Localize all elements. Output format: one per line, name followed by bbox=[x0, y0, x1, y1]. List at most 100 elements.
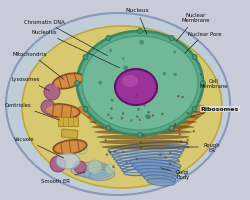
Ellipse shape bbox=[128, 159, 180, 169]
Ellipse shape bbox=[113, 149, 182, 157]
Circle shape bbox=[143, 104, 146, 107]
Ellipse shape bbox=[83, 106, 202, 119]
Ellipse shape bbox=[109, 143, 186, 152]
Ellipse shape bbox=[44, 104, 80, 119]
Circle shape bbox=[191, 107, 196, 112]
Ellipse shape bbox=[84, 110, 201, 115]
Circle shape bbox=[144, 115, 149, 119]
Circle shape bbox=[177, 160, 179, 163]
Text: Vacuole: Vacuole bbox=[14, 137, 63, 158]
Circle shape bbox=[160, 113, 163, 116]
Circle shape bbox=[74, 81, 79, 86]
Ellipse shape bbox=[82, 37, 197, 130]
Circle shape bbox=[158, 154, 161, 156]
Ellipse shape bbox=[55, 141, 84, 153]
Circle shape bbox=[82, 107, 87, 112]
Bar bbox=[61, 129, 78, 139]
Circle shape bbox=[135, 95, 137, 97]
Circle shape bbox=[107, 114, 109, 116]
Ellipse shape bbox=[56, 153, 80, 169]
Circle shape bbox=[134, 70, 138, 73]
Ellipse shape bbox=[6, 14, 229, 195]
Ellipse shape bbox=[86, 115, 199, 120]
Circle shape bbox=[139, 141, 141, 144]
Circle shape bbox=[168, 126, 173, 131]
Text: Golgi
Body: Golgi Body bbox=[160, 168, 189, 180]
Circle shape bbox=[147, 111, 149, 114]
Ellipse shape bbox=[111, 146, 184, 155]
Circle shape bbox=[139, 41, 143, 45]
Ellipse shape bbox=[54, 75, 81, 88]
Ellipse shape bbox=[138, 169, 177, 178]
Text: Ribosomes: Ribosomes bbox=[190, 107, 238, 117]
Circle shape bbox=[186, 139, 188, 142]
Circle shape bbox=[178, 129, 180, 131]
Ellipse shape bbox=[122, 164, 172, 172]
Circle shape bbox=[168, 152, 171, 154]
Ellipse shape bbox=[89, 120, 196, 125]
Ellipse shape bbox=[114, 70, 156, 105]
Circle shape bbox=[200, 81, 205, 86]
Ellipse shape bbox=[46, 106, 78, 117]
Text: Smooth ER: Smooth ER bbox=[40, 172, 85, 184]
Circle shape bbox=[136, 116, 138, 118]
Ellipse shape bbox=[83, 167, 112, 179]
Text: Chromatin DNA: Chromatin DNA bbox=[24, 19, 107, 56]
Ellipse shape bbox=[85, 107, 200, 121]
Circle shape bbox=[82, 55, 87, 60]
Circle shape bbox=[50, 156, 66, 172]
Text: Centrioles: Centrioles bbox=[4, 103, 59, 120]
Circle shape bbox=[88, 160, 102, 174]
Circle shape bbox=[104, 164, 115, 174]
Circle shape bbox=[191, 55, 196, 60]
Ellipse shape bbox=[98, 140, 186, 145]
Ellipse shape bbox=[124, 168, 170, 175]
Circle shape bbox=[136, 76, 141, 81]
Text: Nuclear Pore: Nuclear Pore bbox=[184, 31, 221, 54]
Text: Rough
ER: Rough ER bbox=[182, 142, 220, 153]
Circle shape bbox=[122, 58, 124, 61]
Circle shape bbox=[176, 96, 179, 98]
Circle shape bbox=[138, 119, 140, 121]
Circle shape bbox=[125, 161, 128, 164]
Circle shape bbox=[192, 130, 194, 133]
Ellipse shape bbox=[91, 110, 194, 127]
Ellipse shape bbox=[120, 161, 174, 169]
Circle shape bbox=[186, 146, 188, 149]
Ellipse shape bbox=[115, 152, 180, 160]
Ellipse shape bbox=[144, 175, 175, 183]
Circle shape bbox=[135, 158, 137, 160]
Ellipse shape bbox=[77, 165, 110, 178]
Circle shape bbox=[137, 133, 142, 138]
Ellipse shape bbox=[79, 103, 206, 115]
Ellipse shape bbox=[132, 162, 179, 172]
Circle shape bbox=[185, 142, 187, 144]
Circle shape bbox=[120, 117, 122, 120]
Circle shape bbox=[181, 96, 183, 99]
Ellipse shape bbox=[81, 105, 204, 117]
Circle shape bbox=[139, 147, 141, 149]
Ellipse shape bbox=[91, 125, 194, 130]
Text: Nuclear
Membrane: Nuclear Membrane bbox=[176, 13, 210, 42]
Text: Mitochondria: Mitochondria bbox=[13, 51, 64, 80]
Circle shape bbox=[168, 36, 173, 41]
Circle shape bbox=[186, 112, 188, 115]
Circle shape bbox=[142, 135, 144, 137]
Circle shape bbox=[122, 66, 128, 71]
Circle shape bbox=[137, 108, 139, 111]
Circle shape bbox=[145, 88, 148, 92]
Ellipse shape bbox=[52, 74, 83, 89]
Circle shape bbox=[44, 85, 60, 100]
Circle shape bbox=[110, 99, 113, 102]
Ellipse shape bbox=[53, 140, 86, 155]
Circle shape bbox=[173, 73, 176, 77]
Circle shape bbox=[41, 100, 55, 114]
Ellipse shape bbox=[119, 158, 176, 166]
Ellipse shape bbox=[94, 130, 191, 135]
Ellipse shape bbox=[96, 135, 189, 140]
Circle shape bbox=[151, 115, 154, 117]
Circle shape bbox=[110, 117, 112, 120]
Text: Nucleolus: Nucleolus bbox=[31, 30, 119, 68]
Ellipse shape bbox=[22, 27, 221, 188]
Circle shape bbox=[105, 154, 108, 156]
